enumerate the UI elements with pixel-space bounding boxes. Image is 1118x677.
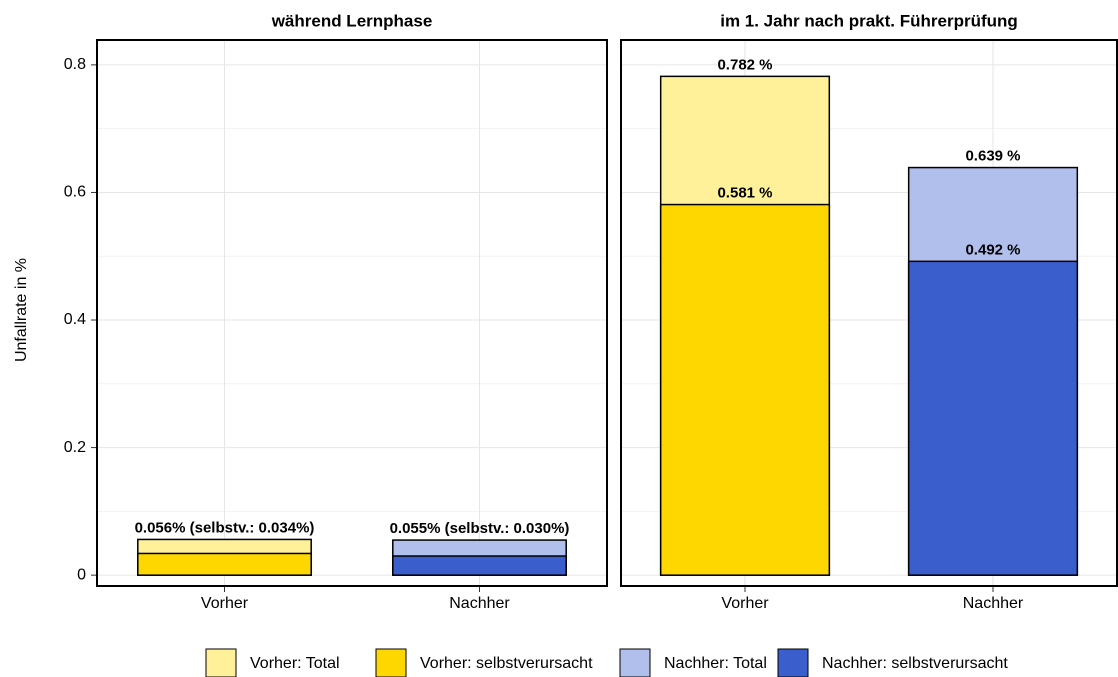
value-label: 0.056% (selbstv.: 0.034%) [135, 519, 315, 536]
legend-key [375, 648, 407, 677]
bar [392, 555, 567, 576]
legend-key [777, 648, 809, 677]
x-tick-label: Nachher [449, 595, 510, 612]
panel-title: im 1. Jahr nach prakt. Führerprüfung [720, 11, 1018, 30]
legend-label: Vorher: Total [250, 655, 340, 672]
bar [907, 260, 1079, 576]
panel-border [96, 39, 608, 587]
value-label: 0.782 % [717, 56, 772, 73]
panel-title: während Lernphase [271, 11, 433, 30]
panel-border [620, 39, 1118, 587]
y-axis-label: Unfallrate in % [13, 258, 30, 362]
value-label: 0.581 % [717, 185, 772, 202]
y-tick-label: 0 [77, 566, 86, 583]
y-tick-label: 0.6 [64, 184, 86, 201]
x-tick-label: Vorher [721, 595, 769, 612]
legend-label: Nachher: Total [664, 655, 767, 672]
value-label: 0.055% (selbstv.: 0.030%) [390, 520, 570, 537]
legend-label: Vorher: selbstverursacht [420, 655, 593, 672]
y-tick-label: 0.4 [64, 311, 86, 328]
y-tick-label: 0.2 [64, 439, 86, 456]
x-tick-label: Nachher [963, 595, 1024, 612]
legend-key [619, 648, 651, 677]
legend-label: Nachher: selbstverursacht [822, 655, 1008, 672]
bar [137, 552, 312, 576]
legend-key [205, 648, 237, 677]
x-tick-label: Vorher [201, 595, 249, 612]
bar [659, 203, 831, 576]
y-tick-label: 0.8 [64, 56, 86, 73]
value-label: 0.639 % [965, 148, 1020, 165]
value-label: 0.492 % [965, 241, 1020, 258]
